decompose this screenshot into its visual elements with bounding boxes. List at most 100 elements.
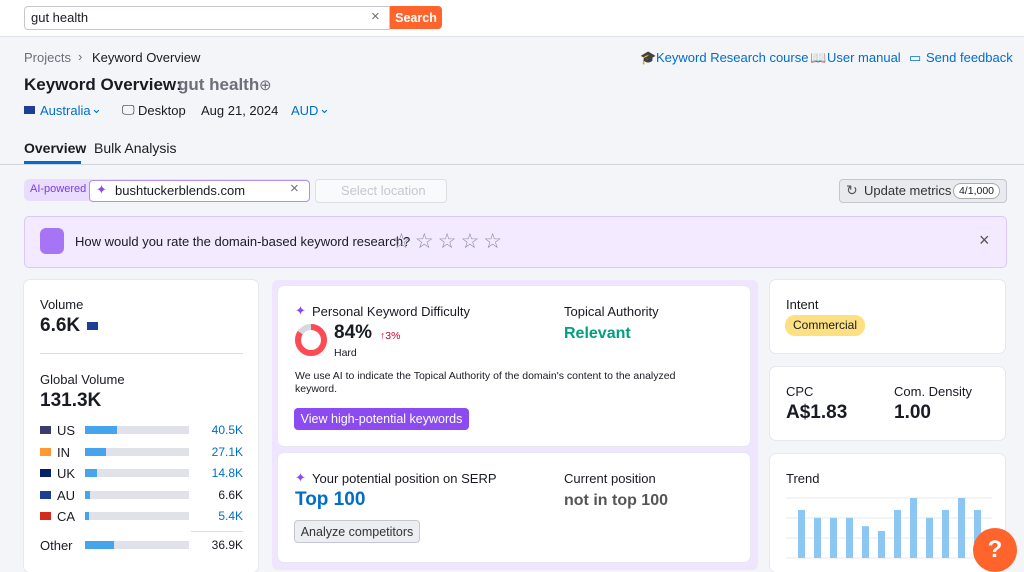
- breadcrumb[interactable]: Projects: [24, 50, 71, 65]
- country-name: CA: [57, 509, 76, 524]
- difficulty-donut: [295, 324, 327, 356]
- trend-bar: [862, 526, 869, 558]
- global-volume-label: Global Volume: [40, 372, 125, 387]
- bar-track: [85, 490, 189, 499]
- tab-underline: [24, 161, 81, 164]
- rating-stars[interactable]: ☆☆☆☆☆: [392, 230, 507, 253]
- bar-track: [85, 469, 189, 477]
- country-volume[interactable]: 27.1K: [211, 444, 243, 459]
- difficulty-level: Hard: [334, 347, 357, 359]
- serp-value: Top 100: [295, 489, 366, 510]
- add-icon[interactable]: ⊕: [259, 77, 272, 94]
- link[interactable]: User manual: [827, 50, 901, 65]
- country-name: US: [57, 423, 76, 438]
- bar-track: [85, 426, 189, 434]
- volume-bar: [85, 490, 91, 499]
- serp-card: [278, 453, 750, 562]
- flag-icon: [40, 447, 51, 456]
- ai-badge: AI-powered: [30, 183, 87, 195]
- breadcrumb-separator: ›: [78, 49, 83, 64]
- cpc-card: [770, 367, 1005, 440]
- hand-icon: [40, 228, 64, 254]
- device: Desktop: [138, 103, 186, 118]
- database-select[interactable]: Australia: [40, 103, 91, 118]
- tab[interactable]: Bulk Analysis: [94, 140, 177, 156]
- trend-label: Trend: [786, 471, 820, 486]
- trend-bar: [846, 517, 853, 558]
- intent-badge: Commercial: [785, 315, 866, 336]
- cpc-label: CPC: [786, 384, 814, 399]
- country-volume[interactable]: 5.4K: [218, 509, 243, 523]
- flag-icon: [24, 106, 35, 114]
- trend-chart: [786, 497, 992, 559]
- help-button[interactable]: ?: [973, 528, 1017, 572]
- trend-card: [770, 454, 1005, 572]
- volume-bar: [85, 426, 118, 434]
- keyword: gut health: [178, 75, 260, 94]
- sparkle-icon: ✦: [295, 303, 306, 318]
- volume-bar: [85, 541, 115, 549]
- difficulty-change: ↑3%: [380, 330, 401, 342]
- volume-bar: [85, 447, 107, 456]
- bar-track: [85, 541, 189, 549]
- flag-icon: [40, 490, 51, 499]
- limit: 4/1,000: [953, 183, 1000, 199]
- device-icon: 🖵: [122, 102, 135, 117]
- trend-bar: [830, 517, 837, 558]
- refresh-icon: ↻: [846, 182, 858, 198]
- tab-active[interactable]: Overview: [24, 140, 87, 156]
- feedback-banner: [24, 216, 1007, 268]
- country-volume[interactable]: 14.8K: [211, 466, 243, 480]
- country-name: Other: [40, 538, 73, 553]
- pkd-label: Personal Keyword Difficulty: [312, 304, 470, 319]
- donut-arc: [295, 324, 327, 356]
- link-icon: 🎓: [640, 50, 657, 65]
- trend-bar: [798, 510, 805, 558]
- analyze-button[interactable]: Analyze competitors: [294, 520, 420, 543]
- clear-icon[interactable]: ×: [290, 180, 299, 197]
- link[interactable]: Send feedback: [926, 50, 1013, 65]
- difficulty-value: 84%: [334, 322, 373, 343]
- location-select[interactable]: [315, 179, 447, 203]
- bar-track: [85, 512, 189, 520]
- flag-icon: [40, 426, 51, 434]
- update-label: Update metrics: [864, 183, 952, 198]
- close-icon[interactable]: ×: [979, 230, 990, 250]
- high-potential-button[interactable]: View high-potential keywords: [294, 408, 469, 430]
- sparkle-icon: ✦: [295, 470, 306, 485]
- search-input[interactable]: [24, 6, 390, 30]
- country-volume: 36.9K: [211, 538, 243, 552]
- sparkle-icon: ✦: [96, 182, 107, 197]
- link-icon: 📖: [810, 50, 827, 65]
- density-value: 1.00: [894, 402, 931, 423]
- authority-value: Relevant: [564, 325, 631, 342]
- country-name: IN: [57, 444, 70, 460]
- flag-icon: [40, 512, 51, 520]
- current-position-label: Current position: [564, 471, 656, 486]
- divider: [40, 353, 243, 354]
- trend-bar: [974, 510, 981, 558]
- bar-track: [85, 447, 189, 456]
- density-label: Com. Density: [894, 384, 973, 399]
- trend-bar: [958, 498, 965, 558]
- volume-label: Volume: [40, 297, 84, 312]
- search-button[interactable]: Search: [390, 6, 442, 29]
- domain-input[interactable]: [89, 180, 310, 202]
- date: Aug 21, 2024: [201, 103, 279, 118]
- country-volume[interactable]: 40.5K: [211, 423, 243, 437]
- currency-select[interactable]: AUD: [291, 103, 319, 118]
- intent-label: Intent: [786, 297, 819, 312]
- volume-bar: [85, 469, 97, 477]
- clear-icon[interactable]: ×: [371, 8, 380, 25]
- link-icon: ▭: [909, 50, 922, 65]
- divider: [0, 164, 1024, 165]
- flag-icon: [40, 469, 51, 477]
- global-volume-value: 131.3K: [40, 390, 102, 411]
- chevron: ⌄: [91, 101, 102, 116]
- serp-label: Your potential position on SERP: [312, 471, 497, 486]
- pkd-note: We use AI to indicate the Topical Author…: [295, 370, 676, 395]
- link[interactable]: Keyword Research course: [656, 50, 809, 65]
- search-query: gut health: [31, 10, 89, 25]
- page-title: Keyword Overview:: [24, 75, 182, 94]
